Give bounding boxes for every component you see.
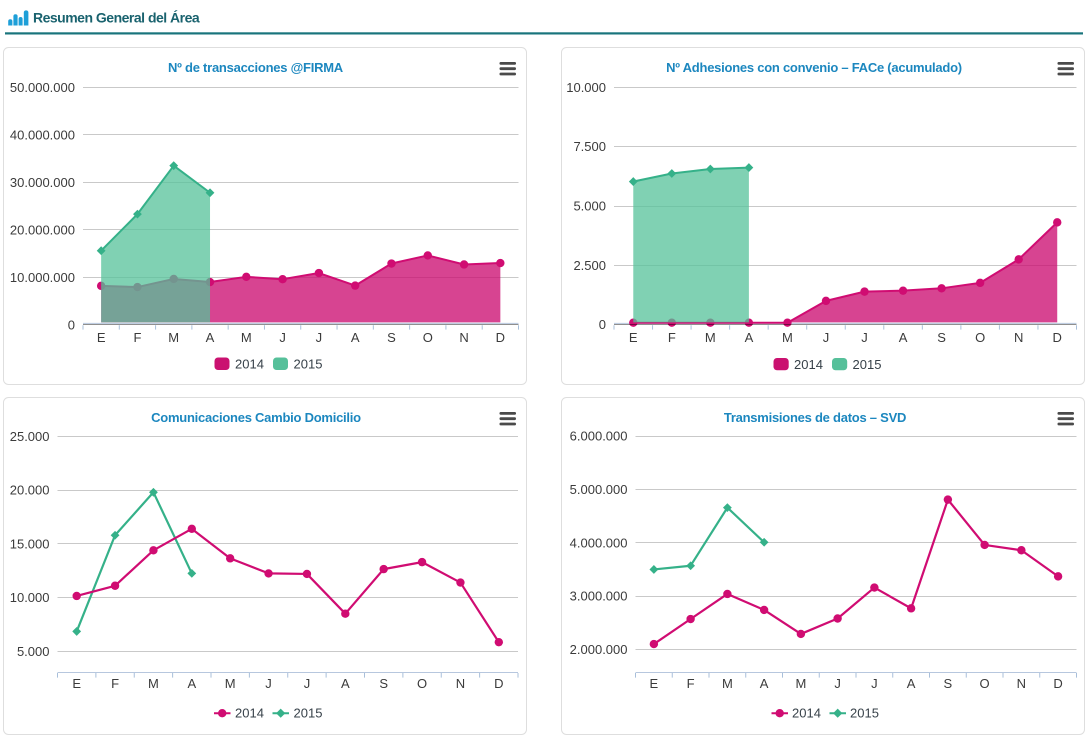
svg-text:D: D	[496, 330, 505, 345]
svg-text:O: O	[417, 676, 427, 691]
svg-text:M: M	[705, 330, 716, 345]
svg-text:Nº Adhesiones con convenio – F: Nº Adhesiones con convenio – FACe (acumu…	[666, 60, 962, 75]
svg-text:0: 0	[68, 317, 75, 332]
svg-text:J: J	[304, 676, 311, 691]
svg-text:2015: 2015	[294, 706, 323, 721]
svg-text:N: N	[1014, 330, 1023, 345]
svg-text:2.500: 2.500	[573, 258, 606, 273]
svg-text:F: F	[133, 330, 141, 345]
svg-text:A: A	[187, 676, 196, 691]
svg-text:25.000: 25.000	[10, 429, 50, 444]
svg-text:10.000: 10.000	[566, 80, 606, 95]
svg-text:J: J	[823, 330, 830, 345]
svg-text:N: N	[459, 330, 468, 345]
svg-text:A: A	[899, 330, 908, 345]
svg-text:20.000.000: 20.000.000	[10, 222, 75, 237]
svg-text:N: N	[1017, 676, 1026, 691]
svg-text:2015: 2015	[853, 357, 882, 372]
svg-text:S: S	[944, 676, 953, 691]
svg-text:6.000.000: 6.000.000	[570, 429, 628, 444]
svg-text:S: S	[379, 676, 388, 691]
svg-text:2014: 2014	[794, 357, 823, 372]
svg-text:M: M	[225, 676, 236, 691]
svg-text:D: D	[1053, 330, 1062, 345]
svg-text:50.000.000: 50.000.000	[10, 80, 75, 95]
svg-text:J: J	[834, 676, 841, 691]
svg-text:F: F	[668, 330, 676, 345]
svg-text:M: M	[168, 330, 179, 345]
svg-text:A: A	[745, 330, 754, 345]
svg-text:A: A	[907, 676, 916, 691]
svg-text:M: M	[795, 676, 806, 691]
svg-text:D: D	[1053, 676, 1062, 691]
svg-text:10.000.000: 10.000.000	[10, 270, 75, 285]
svg-text:D: D	[494, 676, 503, 691]
svg-text:5.000.000: 5.000.000	[570, 482, 628, 497]
svg-text:J: J	[279, 330, 286, 345]
svg-text:5.000: 5.000	[17, 644, 50, 659]
svg-text:7.500: 7.500	[573, 139, 606, 154]
svg-text:M: M	[148, 676, 159, 691]
svg-text:M: M	[782, 330, 793, 345]
svg-text:J: J	[316, 330, 323, 345]
svg-text:E: E	[97, 330, 106, 345]
svg-text:M: M	[722, 676, 733, 691]
svg-text:E: E	[629, 330, 638, 345]
svg-text:0: 0	[599, 317, 606, 332]
svg-text:F: F	[111, 676, 119, 691]
svg-text:3.000.000: 3.000.000	[570, 589, 628, 604]
svg-text:Transmisiones de datos – SVD: Transmisiones de datos – SVD	[724, 410, 906, 425]
svg-text:J: J	[871, 676, 878, 691]
svg-text:E: E	[72, 676, 81, 691]
svg-text:J: J	[265, 676, 272, 691]
svg-text:2.000.000: 2.000.000	[570, 642, 628, 657]
svg-text:O: O	[423, 330, 433, 345]
svg-text:A: A	[351, 330, 360, 345]
svg-text:E: E	[650, 676, 659, 691]
svg-text:A: A	[760, 676, 769, 691]
svg-text:O: O	[980, 676, 990, 691]
svg-text:J: J	[861, 330, 868, 345]
svg-text:5.000: 5.000	[573, 199, 606, 214]
svg-text:A: A	[341, 676, 350, 691]
svg-text:S: S	[937, 330, 946, 345]
svg-text:Nº de transacciones @FIRMA: Nº de transacciones @FIRMA	[168, 60, 344, 75]
svg-text:A: A	[206, 330, 215, 345]
svg-text:N: N	[456, 676, 465, 691]
svg-text:2014: 2014	[235, 357, 264, 372]
svg-text:O: O	[975, 330, 985, 345]
svg-text:2015: 2015	[850, 706, 879, 721]
svg-text:M: M	[241, 330, 252, 345]
svg-text:15.000: 15.000	[10, 536, 50, 551]
svg-text:2015: 2015	[294, 357, 323, 372]
svg-text:4.000.000: 4.000.000	[570, 535, 628, 550]
svg-text:20.000: 20.000	[10, 483, 50, 498]
svg-text:F: F	[687, 676, 695, 691]
svg-text:40.000.000: 40.000.000	[10, 127, 75, 142]
svg-text:Comunicaciones Cambio Domicili: Comunicaciones Cambio Domicilio	[151, 410, 361, 425]
svg-text:S: S	[387, 330, 396, 345]
svg-text:2014: 2014	[792, 706, 821, 721]
svg-text:2014: 2014	[235, 706, 264, 721]
svg-text:10.000: 10.000	[10, 590, 50, 605]
svg-text:Resumen General del Área: Resumen General del Área	[33, 10, 200, 26]
svg-text:30.000.000: 30.000.000	[10, 175, 75, 190]
